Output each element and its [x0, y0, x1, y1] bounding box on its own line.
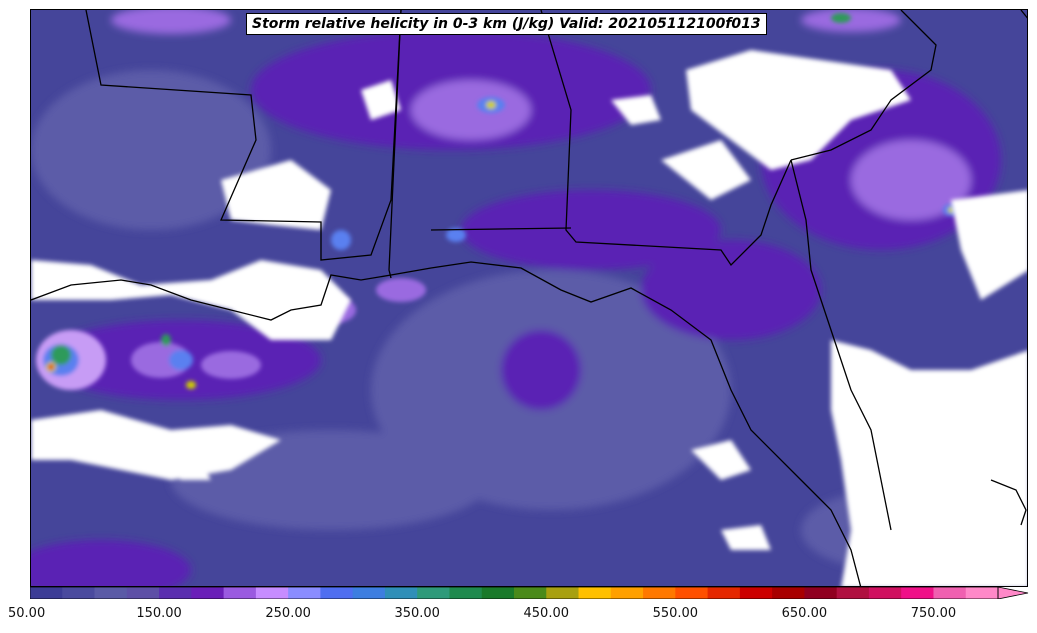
- colorbar-segment: [352, 587, 386, 599]
- colorbar-segment: [255, 587, 289, 599]
- colorbar-tick-label: 650.00: [781, 606, 828, 621]
- colorbar-tick-label: 250.00: [265, 606, 311, 621]
- colorbar-tick-label: 350.00: [394, 606, 440, 621]
- colorbar-segment: [30, 587, 63, 599]
- colorbar-segment: [901, 587, 934, 599]
- colorbar-segment: [223, 587, 257, 599]
- colorbar-segment: [933, 587, 967, 599]
- colorbar-segment: [772, 587, 805, 599]
- colorbar-segment: [191, 587, 225, 599]
- map-svg: [31, 10, 1027, 586]
- colorbar-segment: [546, 587, 580, 599]
- colorbar-segment: [836, 587, 870, 599]
- colorbar-tick-label: 750.00: [910, 606, 957, 621]
- colorbar-segment: [320, 587, 354, 599]
- colorbar-extend-arrow: [997, 587, 1029, 599]
- colorbar-segment: [804, 587, 838, 599]
- colorbar: [30, 587, 1029, 599]
- colorbar-segment: [643, 587, 676, 599]
- colorbar-segment: [965, 587, 999, 599]
- colorbar-tick-label: 150.00: [136, 606, 182, 621]
- colorbar-segment: [610, 587, 644, 599]
- colorbar-segment: [159, 587, 192, 599]
- colorbar-segment: [288, 587, 321, 599]
- boundaries: [31, 10, 1027, 586]
- colorbar-segment: [739, 587, 773, 599]
- colorbar-segment: [514, 587, 547, 599]
- colorbar-tick-label: 50.00: [8, 606, 46, 621]
- colorbar-tick-label: 450.00: [523, 606, 570, 621]
- colorbar-segment: [578, 587, 612, 599]
- colorbar-segment: [126, 587, 160, 599]
- colorbar-segment: [384, 587, 418, 599]
- colorbar-segment: [707, 587, 741, 599]
- colorbar-segment: [62, 587, 96, 599]
- colorbar-segment: [675, 587, 709, 599]
- colorbar-segment: [481, 587, 515, 599]
- field-bands: [31, 10, 1001, 586]
- colorbar-segment: [868, 587, 902, 599]
- colorbar-segment: [417, 587, 450, 599]
- helicity-map: [30, 9, 1028, 587]
- colorbar-tick-label: 550.00: [652, 606, 699, 621]
- colorbar-segment: [449, 587, 483, 599]
- colorbar-segment: [94, 587, 128, 599]
- map-title: Storm relative helicity in 0-3 km (J/kg)…: [246, 13, 767, 35]
